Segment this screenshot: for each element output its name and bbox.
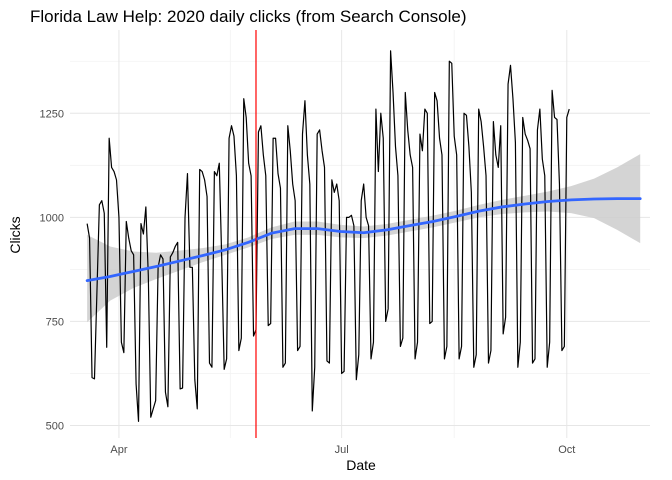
y-axis-ticks: 500 750 1000 1250 [40,108,64,432]
x-axis-title: Date [346,457,376,473]
grid-major [70,30,650,438]
daily-clicks-line [86,50,570,422]
x-tick-label: Apr [110,444,127,456]
y-tick-label: 1000 [40,212,64,224]
x-tick-label: Oct [558,444,575,456]
y-tick-label: 750 [46,316,64,328]
y-tick-label: 500 [46,421,64,433]
smooth-trend-line [85,197,642,283]
x-axis-ticks: Apr Jul Oct [110,444,575,456]
x-tick-label: Jul [335,444,349,456]
y-axis-title: Clicks [7,216,23,253]
y-tick-label: 1250 [40,108,64,120]
chart-title: Florida Law Help: 2020 daily clicks (fro… [30,7,467,26]
